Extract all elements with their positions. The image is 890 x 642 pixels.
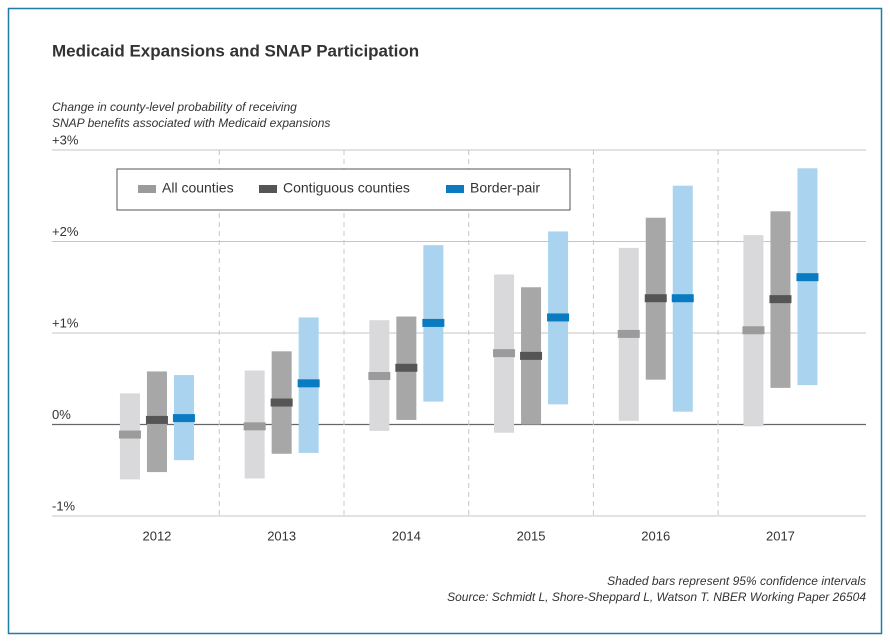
point-estimate (145, 415, 168, 424)
chart-title: Medicaid Expansions and SNAP Participati… (52, 41, 419, 60)
point-estimate (796, 273, 819, 282)
y-tick-label: +1% (52, 315, 79, 330)
y-tick-label: 0% (52, 407, 71, 422)
x-tick-label: 2016 (641, 528, 670, 543)
y-tick-label: -1% (52, 498, 76, 513)
legend-swatch (446, 185, 464, 193)
note: Source: Schmidt L, Shore-Sheppard L, Wat… (447, 590, 866, 604)
x-tick-label: 2012 (142, 528, 171, 543)
point-estimate (671, 294, 694, 303)
point-estimate (742, 326, 765, 335)
y-tick-label: +2% (52, 224, 79, 239)
point-estimate (395, 363, 418, 372)
point-estimate (769, 295, 792, 304)
legend-label: All counties (162, 180, 234, 196)
x-tick-label: 2013 (267, 528, 296, 543)
y-tick-label: +3% (52, 132, 79, 147)
legend-label: Contiguous counties (283, 180, 410, 196)
point-estimate (368, 372, 391, 381)
point-estimate (493, 349, 516, 358)
point-estimate (644, 294, 667, 303)
point-estimate (547, 313, 570, 322)
x-tick-label: 2017 (766, 528, 795, 543)
point-estimate (243, 422, 266, 431)
point-estimate (422, 318, 445, 327)
legend-swatch (259, 185, 277, 193)
y-axis-label: Change in county-level probability of re… (52, 100, 297, 114)
legend-swatch (138, 185, 156, 193)
x-tick-label: 2015 (517, 528, 546, 543)
point-estimate (297, 379, 320, 388)
legend-box (116, 168, 571, 211)
legend-label: Border-pair (470, 180, 540, 196)
point-estimate (270, 398, 293, 407)
point-estimate (172, 414, 195, 423)
frame (7, 7, 883, 635)
note: Shaded bars represent 95% confidence int… (607, 574, 866, 588)
point-estimate (520, 351, 543, 360)
x-tick-label: 2014 (392, 528, 421, 543)
point-estimate (617, 329, 640, 338)
y-axis-label: SNAP benefits associated with Medicaid e… (52, 116, 330, 130)
point-estimate (118, 430, 141, 439)
